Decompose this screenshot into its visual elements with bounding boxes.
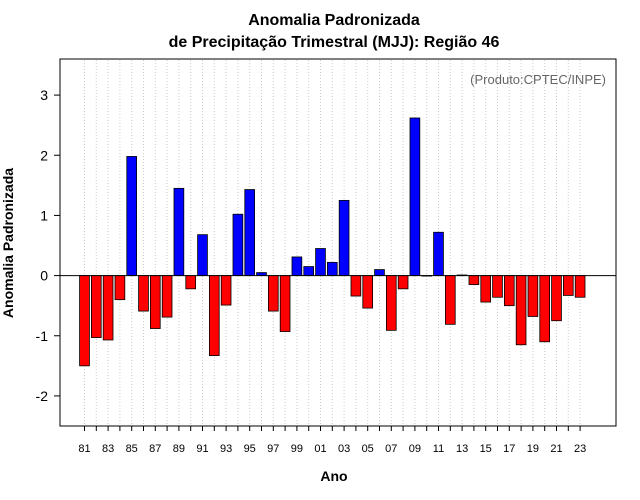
y-tick-label: 0 [40, 268, 48, 284]
bar-85 [126, 156, 138, 276]
bar-23 [574, 275, 586, 298]
x-tick-label: 17 [503, 443, 515, 455]
y-tick-label: -1 [36, 328, 49, 344]
chart-subtitle: de Precipitação Trimestral (MJJ): Região… [169, 34, 500, 51]
bar-84 [114, 275, 126, 301]
bar-88 [161, 275, 173, 318]
bar-81 [79, 275, 90, 367]
x-tick-label: 21 [550, 443, 562, 455]
x-tick-label: 97 [267, 443, 279, 455]
bar-93 [220, 275, 232, 306]
x-tick-label: 85 [126, 443, 138, 455]
bar-21 [551, 275, 562, 322]
bar-18 [515, 275, 527, 346]
bar-97 [267, 275, 279, 312]
x-tick-label: 01 [314, 443, 326, 455]
x-tick-label: 95 [244, 443, 256, 455]
x-tick-label: 07 [385, 443, 397, 455]
bar-09 [409, 117, 421, 276]
bar-92 [208, 275, 220, 357]
bar-90 [185, 275, 197, 290]
bar-91 [197, 234, 208, 276]
y-axis-label: Anomalia Padronizada [0, 168, 16, 318]
bars [79, 117, 586, 367]
bar-05 [362, 275, 373, 309]
x-tick-label: 83 [102, 443, 114, 455]
bar-11 [433, 231, 444, 276]
bar-87 [149, 275, 161, 329]
y-tick-label: 1 [40, 207, 48, 223]
source-annotation: (Produto:CPTEC/INPE) [470, 72, 606, 87]
x-tick-label: 15 [480, 443, 492, 455]
x-tick-label: 19 [527, 443, 539, 455]
x-axis-label: Ano [320, 468, 347, 484]
bar-19 [527, 275, 539, 317]
x-tick-label: 91 [196, 443, 208, 455]
bar-17 [503, 275, 515, 307]
bar-95 [244, 189, 256, 276]
bar-20 [539, 275, 550, 343]
chart-title: Anomalia Padronizada [248, 12, 420, 29]
x-tick-label: 89 [173, 443, 185, 455]
bar-07 [385, 275, 397, 331]
bar-94 [232, 213, 244, 276]
bar-01 [315, 248, 326, 276]
x-tick-label: 99 [291, 443, 303, 455]
x-tick-label: 05 [362, 443, 374, 455]
plot-frame [59, 58, 617, 427]
bar-08 [397, 275, 409, 290]
bar-15 [480, 275, 491, 303]
bar-22 [563, 275, 574, 296]
grid-lines [84, 60, 581, 425]
bar-98 [279, 275, 291, 332]
x-tick-label: 13 [456, 443, 468, 455]
y-tick-label: 3 [40, 87, 48, 103]
bar-82 [91, 275, 102, 338]
bar-12 [444, 275, 456, 325]
bar-86 [138, 275, 149, 312]
bar-03 [338, 199, 350, 276]
bar-04 [350, 275, 362, 297]
bar-83 [102, 275, 114, 341]
y-tick-label: -2 [36, 388, 49, 404]
x-tick-label: 23 [574, 443, 586, 455]
bar-99 [291, 256, 303, 276]
x-tick-label: 87 [149, 443, 161, 455]
x-tick-label: 93 [220, 443, 232, 455]
bar-16 [492, 275, 503, 298]
x-tick-label: 03 [338, 443, 350, 455]
x-tick-label: 09 [409, 443, 421, 455]
y-tick-label: 2 [40, 147, 48, 163]
bar-00 [303, 266, 314, 276]
bar-06 [374, 269, 385, 276]
x-tick-label: 81 [78, 443, 90, 455]
bar-89 [173, 187, 185, 276]
bar-02 [326, 261, 338, 276]
bar-14 [468, 275, 480, 286]
x-tick-label: 11 [433, 443, 444, 455]
